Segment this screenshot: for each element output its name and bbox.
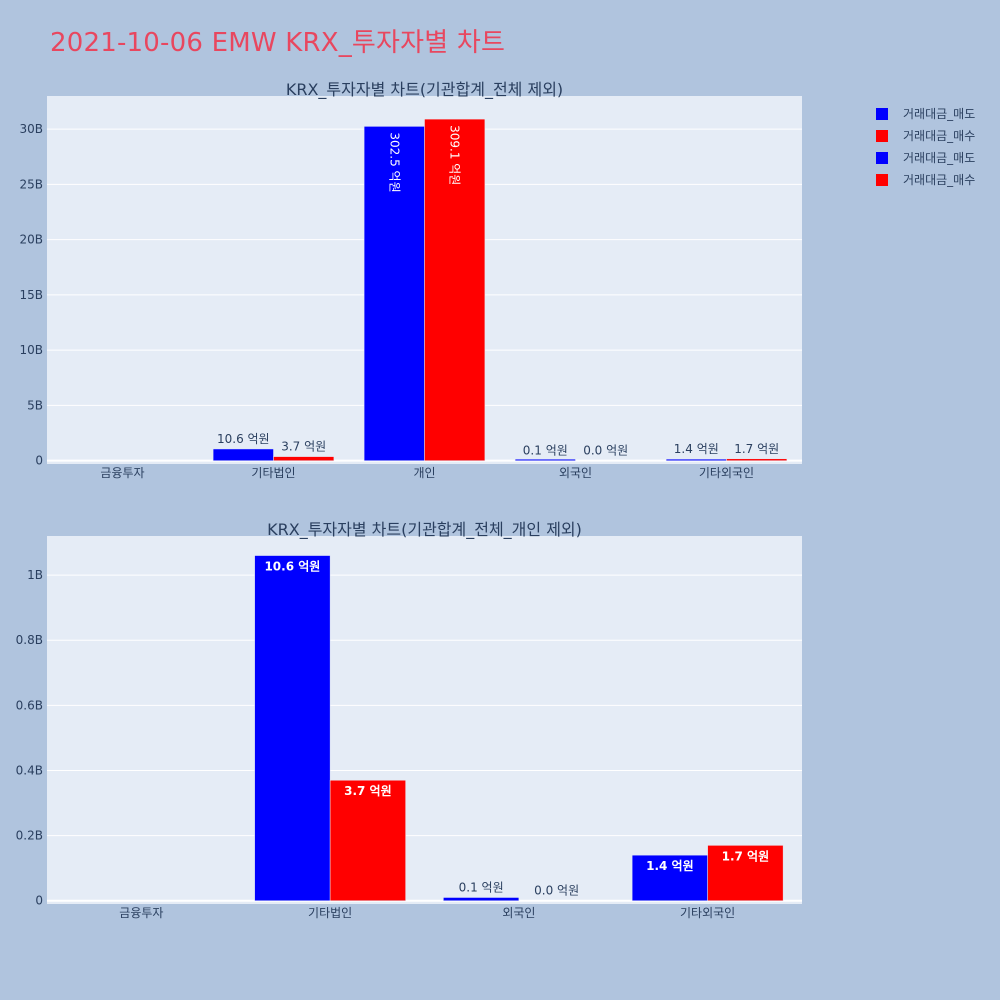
- y-tick-label: 1B: [27, 568, 43, 582]
- bar-buy[interactable]: [273, 456, 335, 461]
- legend-item-label[interactable]: 거래대금_매도: [903, 107, 975, 121]
- y-tick-label: 10B: [19, 343, 43, 357]
- x-tick-label: 개인: [413, 466, 435, 480]
- bar-sell[interactable]: [212, 448, 274, 461]
- legend-swatch[interactable]: [876, 108, 888, 120]
- x-tick-label: 기타법인: [308, 906, 352, 920]
- data-label: 309.1 억원: [448, 125, 462, 185]
- bar-buy[interactable]: [707, 845, 784, 901]
- data-label: 1.7 억원: [722, 849, 770, 863]
- bar-sell[interactable]: [514, 458, 576, 461]
- data-label: 302.5 억원: [387, 132, 401, 192]
- chart-subtitle: KRX_투자자별 차트(기관합계_전체 제외): [286, 80, 563, 100]
- x-tick-label: 기타법인: [251, 466, 295, 480]
- y-tick-label: 5B: [27, 398, 43, 412]
- bar-buy[interactable]: [424, 118, 486, 461]
- y-tick-label: 15B: [19, 288, 43, 302]
- chart-panel-2: KRX_투자자별 차트(기관합계_전체_개인 제외) 0 0.2B 0.4B 0.6B 0…: [16, 520, 802, 920]
- plot-area: [47, 536, 802, 904]
- legend-swatch[interactable]: [876, 152, 888, 164]
- x-tick-label: 금융투자: [119, 906, 163, 920]
- legend-item-label[interactable]: 거래대금_매수: [903, 129, 975, 143]
- y-tick-label: 20B: [19, 233, 43, 247]
- data-label: 1.7 억원: [734, 442, 779, 456]
- y-tick-label: 0: [35, 894, 43, 908]
- bar-buy[interactable]: [329, 779, 406, 901]
- data-label: 10.6 억원: [264, 560, 320, 574]
- data-label: 10.6 억원: [217, 432, 270, 446]
- y-tick-label: 0.6B: [16, 698, 43, 712]
- data-label: 1.4 억원: [646, 859, 694, 873]
- bar-sell[interactable]: [631, 854, 708, 901]
- y-tick-label: 25B: [19, 177, 43, 191]
- data-label: 0.0 억원: [583, 444, 628, 458]
- legend-item-label[interactable]: 거래대금_매수: [903, 173, 975, 187]
- data-label: 0.1 억원: [459, 880, 504, 894]
- y-tick-label: 0.4B: [16, 763, 43, 777]
- y-tick-label: 0: [35, 454, 43, 468]
- x-tick-label: 외국인: [502, 906, 535, 920]
- data-label: 1.4 억원: [674, 442, 719, 456]
- x-tick-label: 외국인: [559, 466, 592, 480]
- data-label: 3.7 억원: [281, 440, 326, 454]
- data-label: 0.0 억원: [534, 884, 579, 898]
- chart-panel-1: KRX_투자자별 차트(기관합계_전체 제외) 0 5B 10B 15B 20B 25B 30…: [19, 80, 802, 480]
- y-tick-label: 0.8B: [16, 633, 43, 647]
- legend-item-label[interactable]: 거래대금_매도: [903, 151, 975, 165]
- bar-sell[interactable]: [254, 555, 331, 901]
- data-label: 3.7 억원: [344, 784, 392, 798]
- x-tick-label: 기타외국인: [680, 906, 735, 920]
- x-tick-label: 기타외국인: [699, 466, 754, 480]
- chart-subtitle: KRX_투자자별 차트(기관합계_전체_개인 제외): [267, 520, 582, 540]
- bar-sell[interactable]: [363, 126, 425, 461]
- data-label: 0.1 억원: [523, 444, 568, 458]
- legend-swatch[interactable]: [876, 130, 888, 142]
- bar-sell[interactable]: [665, 458, 727, 461]
- legend-swatch[interactable]: [876, 174, 888, 186]
- main-title: 2021-10-06 EMW KRX_투자자별 차트: [50, 28, 506, 58]
- x-tick-label: 금융투자: [100, 466, 144, 480]
- bar-sell[interactable]: [443, 897, 520, 901]
- y-tick-label: 0.2B: [16, 829, 43, 843]
- y-tick-label: 30B: [19, 122, 43, 136]
- bar-buy[interactable]: [726, 458, 788, 461]
